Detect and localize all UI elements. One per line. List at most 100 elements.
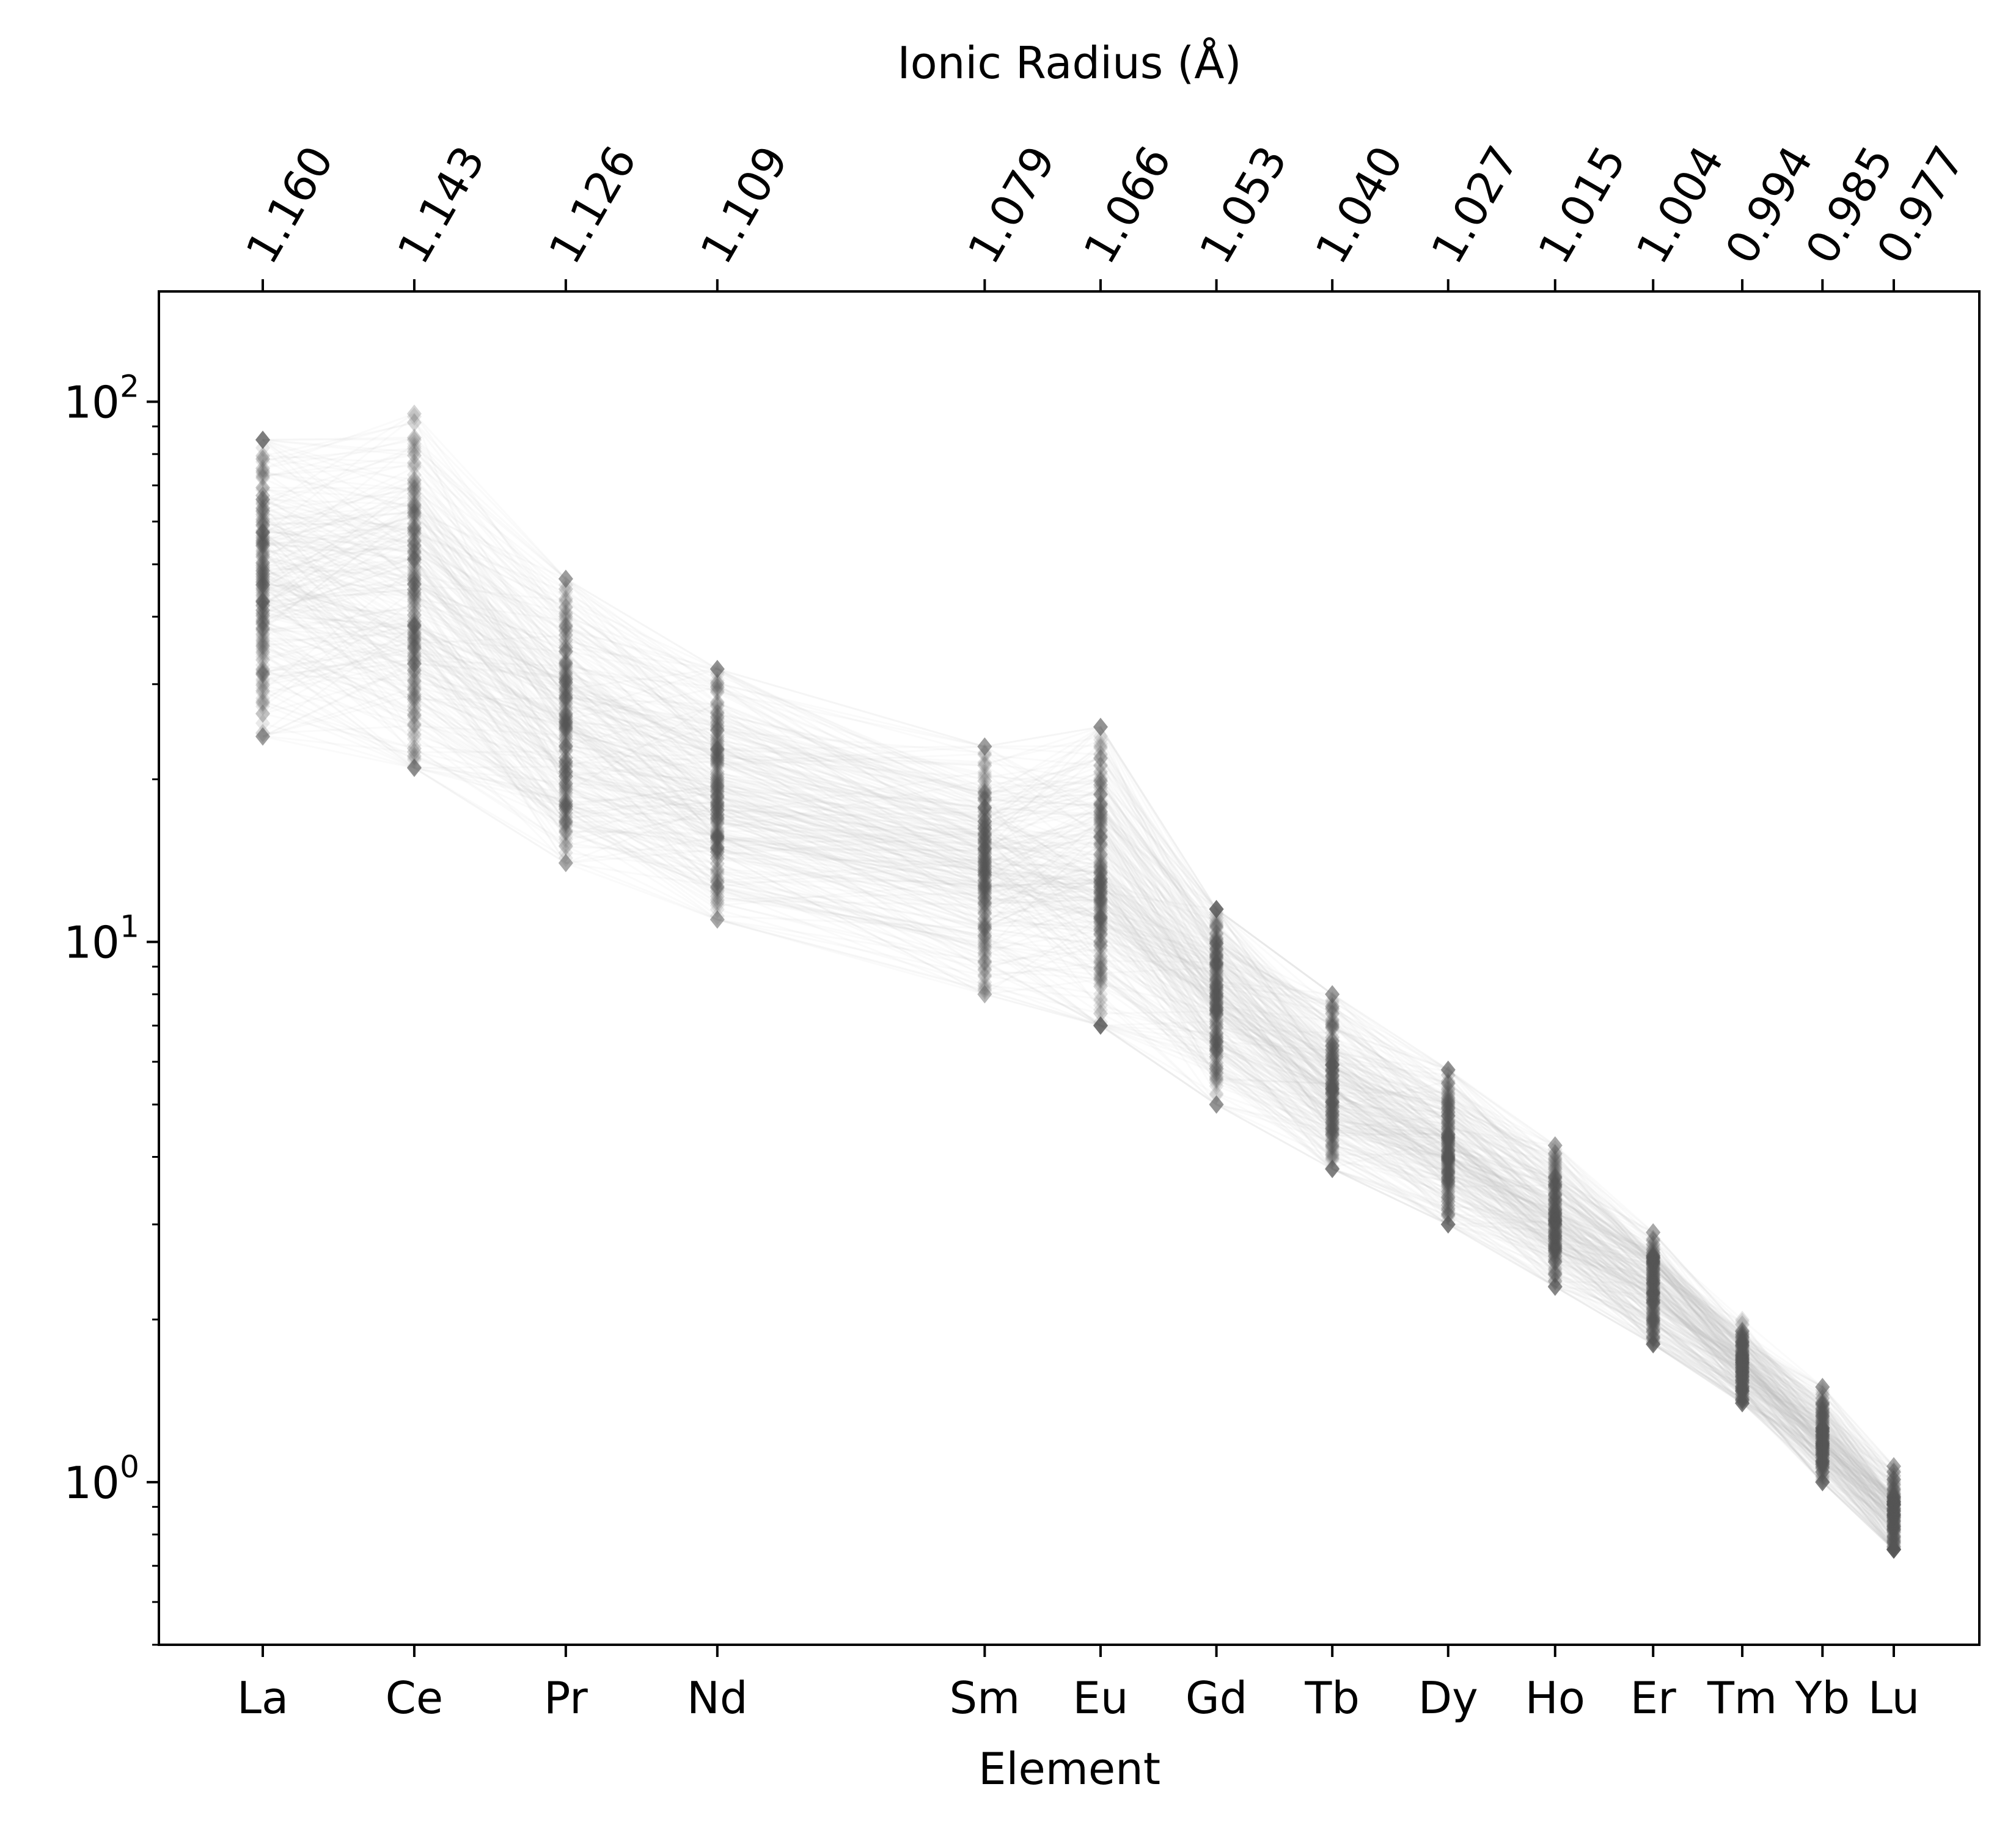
sample-marker xyxy=(977,783,992,802)
sample-line xyxy=(262,609,1894,1496)
sample-marker xyxy=(558,657,573,676)
sample-marker xyxy=(1547,1207,1563,1226)
sample-marker xyxy=(406,537,422,556)
sample-marker xyxy=(1646,1251,1661,1270)
sample-line xyxy=(262,549,1894,1512)
sample-line xyxy=(262,454,1895,1498)
sample-marker xyxy=(1209,973,1224,992)
sample-marker xyxy=(709,808,725,827)
sample-marker xyxy=(1325,1091,1340,1110)
sample-marker xyxy=(1886,1482,1901,1501)
sample-marker xyxy=(1440,1096,1456,1115)
sample-marker xyxy=(1440,1103,1456,1122)
sample-marker xyxy=(709,845,725,864)
sample-marker xyxy=(1547,1226,1563,1245)
sample-marker xyxy=(558,576,573,594)
sample-marker xyxy=(1325,1059,1340,1078)
sample-marker xyxy=(709,663,725,682)
sample-marker xyxy=(558,668,573,687)
sample-marker xyxy=(1093,814,1108,833)
sample-marker xyxy=(406,602,422,621)
sample-line xyxy=(262,573,1895,1539)
sample-line xyxy=(262,530,1895,1513)
sample-marker xyxy=(1547,1144,1563,1163)
sample-marker xyxy=(406,446,422,465)
sample-marker xyxy=(709,735,725,754)
y-tick-label: 10 xyxy=(64,1457,120,1509)
sample-marker xyxy=(1440,1174,1456,1193)
sample-markers xyxy=(255,404,1901,1559)
sample-line xyxy=(262,609,1894,1494)
sample-marker xyxy=(558,655,573,674)
sample-marker xyxy=(709,838,725,857)
sample-line xyxy=(262,552,1894,1510)
sample-marker xyxy=(977,737,992,756)
sample-marker xyxy=(1440,1066,1456,1085)
sample-line xyxy=(262,514,1895,1502)
sample-marker xyxy=(1093,781,1108,800)
sample-line xyxy=(262,489,1895,1501)
sample-marker xyxy=(1646,1292,1661,1311)
sample-marker xyxy=(1209,1001,1224,1020)
sample-marker xyxy=(1209,1034,1224,1053)
sample-line xyxy=(262,566,1895,1509)
sample-marker xyxy=(709,793,725,812)
sample-marker xyxy=(1325,1123,1340,1142)
x-tick-label-ho: Ho xyxy=(1525,1672,1585,1724)
sample-marker xyxy=(255,459,270,478)
sample-marker xyxy=(558,791,573,810)
sample-marker xyxy=(1886,1540,1901,1559)
sample-marker xyxy=(1547,1228,1563,1247)
sample-marker xyxy=(1547,1249,1563,1268)
sample-line xyxy=(262,422,1894,1472)
sample-line xyxy=(262,613,1895,1537)
sample-marker xyxy=(1886,1490,1901,1509)
sample-marker xyxy=(1547,1265,1563,1284)
sample-marker xyxy=(406,570,422,589)
sample-marker xyxy=(406,516,422,535)
sample-line xyxy=(262,511,1894,1505)
sample-marker xyxy=(1440,1106,1456,1125)
sample-marker xyxy=(1209,1004,1224,1023)
sample-marker xyxy=(1093,846,1108,865)
sample-marker xyxy=(1209,948,1224,967)
sample-marker xyxy=(1646,1277,1661,1296)
sample-line xyxy=(262,621,1895,1502)
sample-marker xyxy=(1646,1259,1661,1278)
sample-marker xyxy=(1547,1215,1563,1234)
sample-marker xyxy=(977,745,992,764)
sample-marker xyxy=(1547,1186,1563,1205)
sample-marker xyxy=(255,524,270,543)
sample-marker xyxy=(1440,1116,1456,1135)
sample-marker xyxy=(1735,1322,1750,1341)
sample-marker xyxy=(406,638,422,657)
sample-marker xyxy=(1735,1394,1750,1413)
sample-line xyxy=(262,663,1894,1525)
sample-marker xyxy=(255,547,270,566)
sample-marker xyxy=(1886,1508,1901,1527)
sample-marker xyxy=(406,638,422,657)
sample-marker xyxy=(1735,1391,1750,1410)
sample-marker xyxy=(1547,1237,1563,1256)
sample-line xyxy=(262,528,1894,1514)
sample-line xyxy=(262,627,1894,1516)
sample-marker xyxy=(977,918,992,937)
sample-marker xyxy=(1209,939,1224,958)
sample-marker xyxy=(709,809,725,828)
sample-marker xyxy=(709,826,725,845)
sample-line xyxy=(262,477,1894,1505)
sample-marker xyxy=(1815,1459,1830,1478)
sample-marker xyxy=(1325,1061,1340,1080)
sample-line xyxy=(262,573,1895,1517)
sample-marker xyxy=(1093,894,1108,913)
sample-marker xyxy=(709,785,725,803)
sample-marker xyxy=(1886,1492,1901,1511)
sample-line xyxy=(262,623,1894,1510)
sample-marker xyxy=(1646,1266,1661,1285)
sample-marker xyxy=(558,673,573,692)
x-tick-label-tb: Tb xyxy=(1304,1672,1360,1724)
sample-marker xyxy=(1093,756,1108,775)
sample-marker xyxy=(1440,1060,1456,1079)
sample-marker xyxy=(1735,1358,1750,1377)
sample-marker xyxy=(255,581,270,600)
